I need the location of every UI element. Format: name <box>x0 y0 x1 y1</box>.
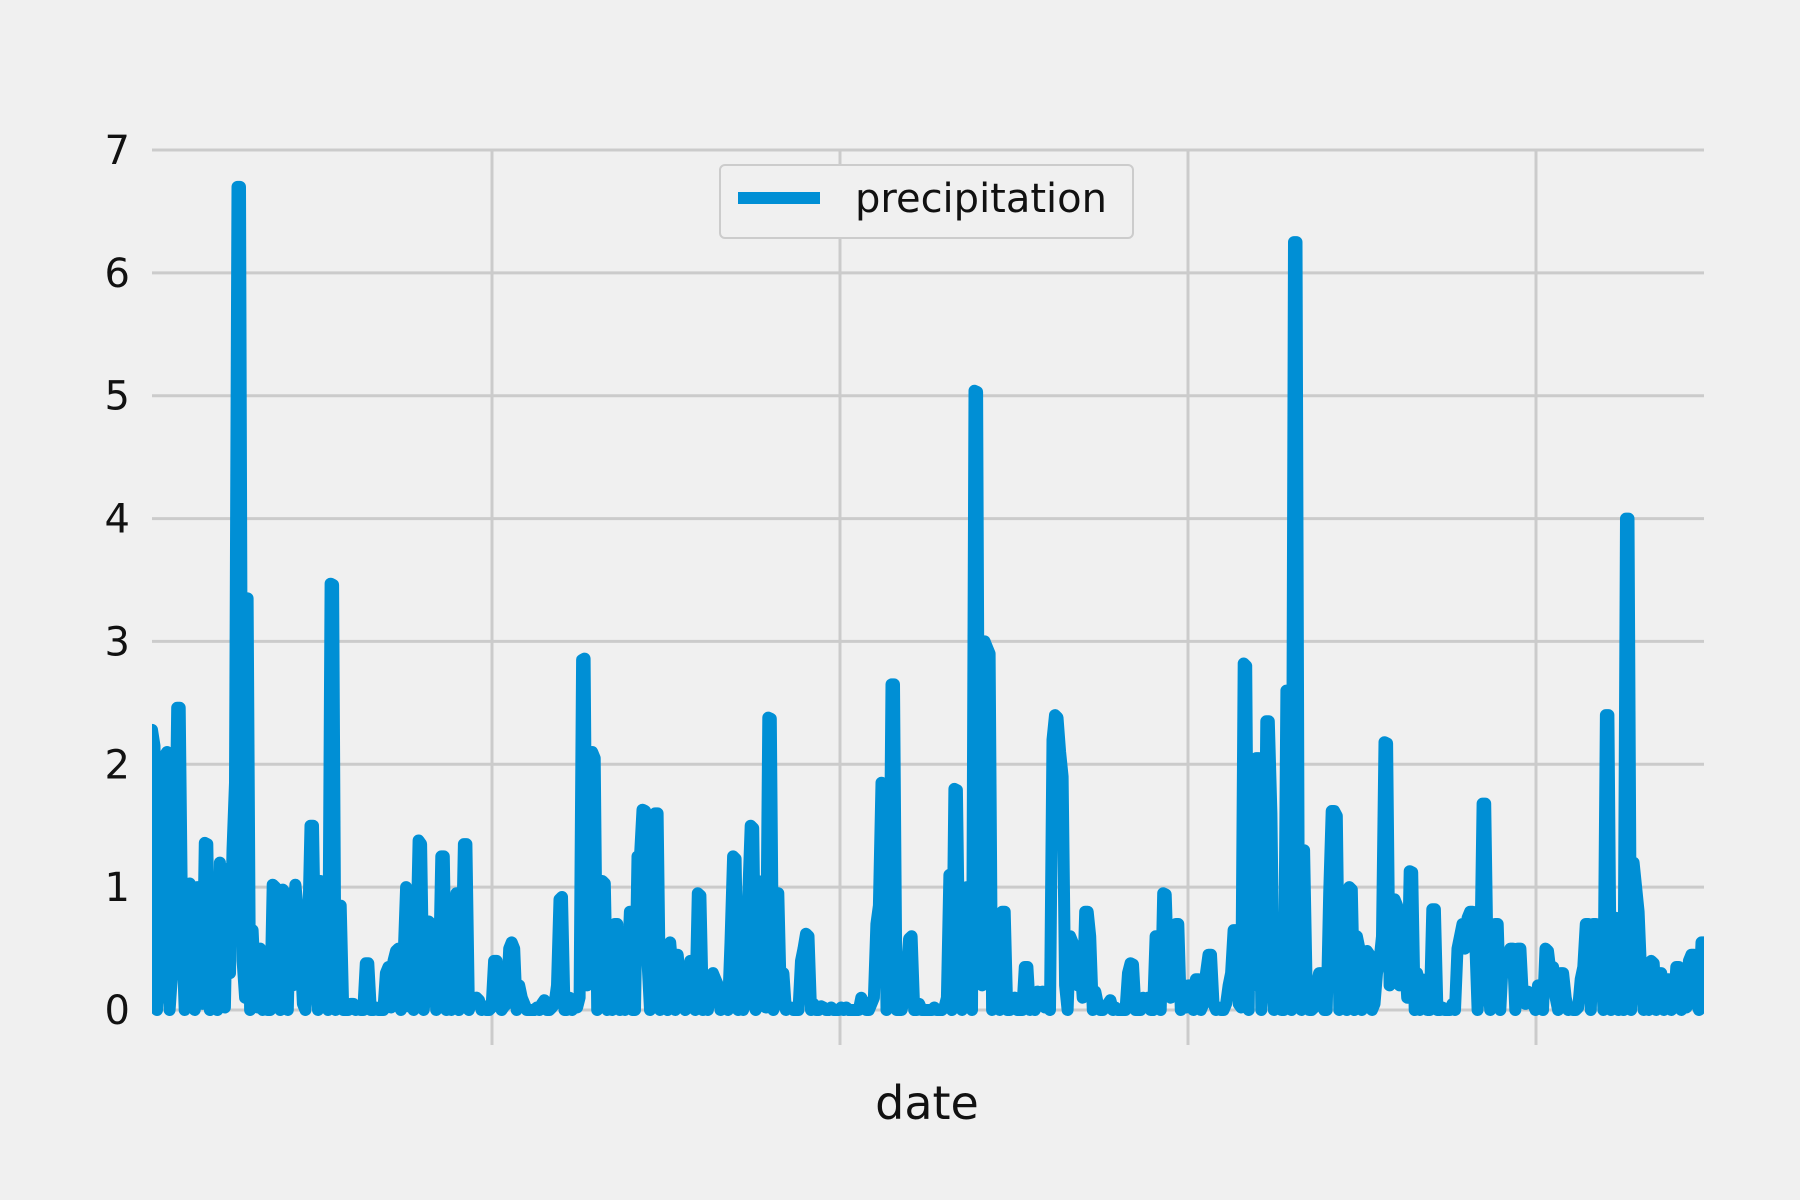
y-tick-label-6: 6 <box>105 251 130 297</box>
y-tick-label-7: 7 <box>105 128 130 174</box>
y-tick-label-2: 2 <box>105 742 130 788</box>
y-tick-labels: 0 1 2 3 4 5 6 7 <box>105 128 130 1034</box>
series-layer <box>152 180 1704 1016</box>
y-tick-label-1: 1 <box>105 865 130 911</box>
grid-lines <box>152 148 1704 1045</box>
y-tick-label-3: 3 <box>105 619 130 665</box>
y-tick-label-4: 4 <box>105 497 130 543</box>
x-axis-label: date <box>875 1076 979 1130</box>
y-tick-label-0: 0 <box>105 988 130 1034</box>
series-line-precipitation <box>152 180 1704 1016</box>
legend-box <box>719 164 1134 239</box>
legend-label-precipitation: precipitation <box>855 176 1107 222</box>
y-tick-label-5: 5 <box>105 374 130 420</box>
legend: precipitation <box>719 164 1134 239</box>
